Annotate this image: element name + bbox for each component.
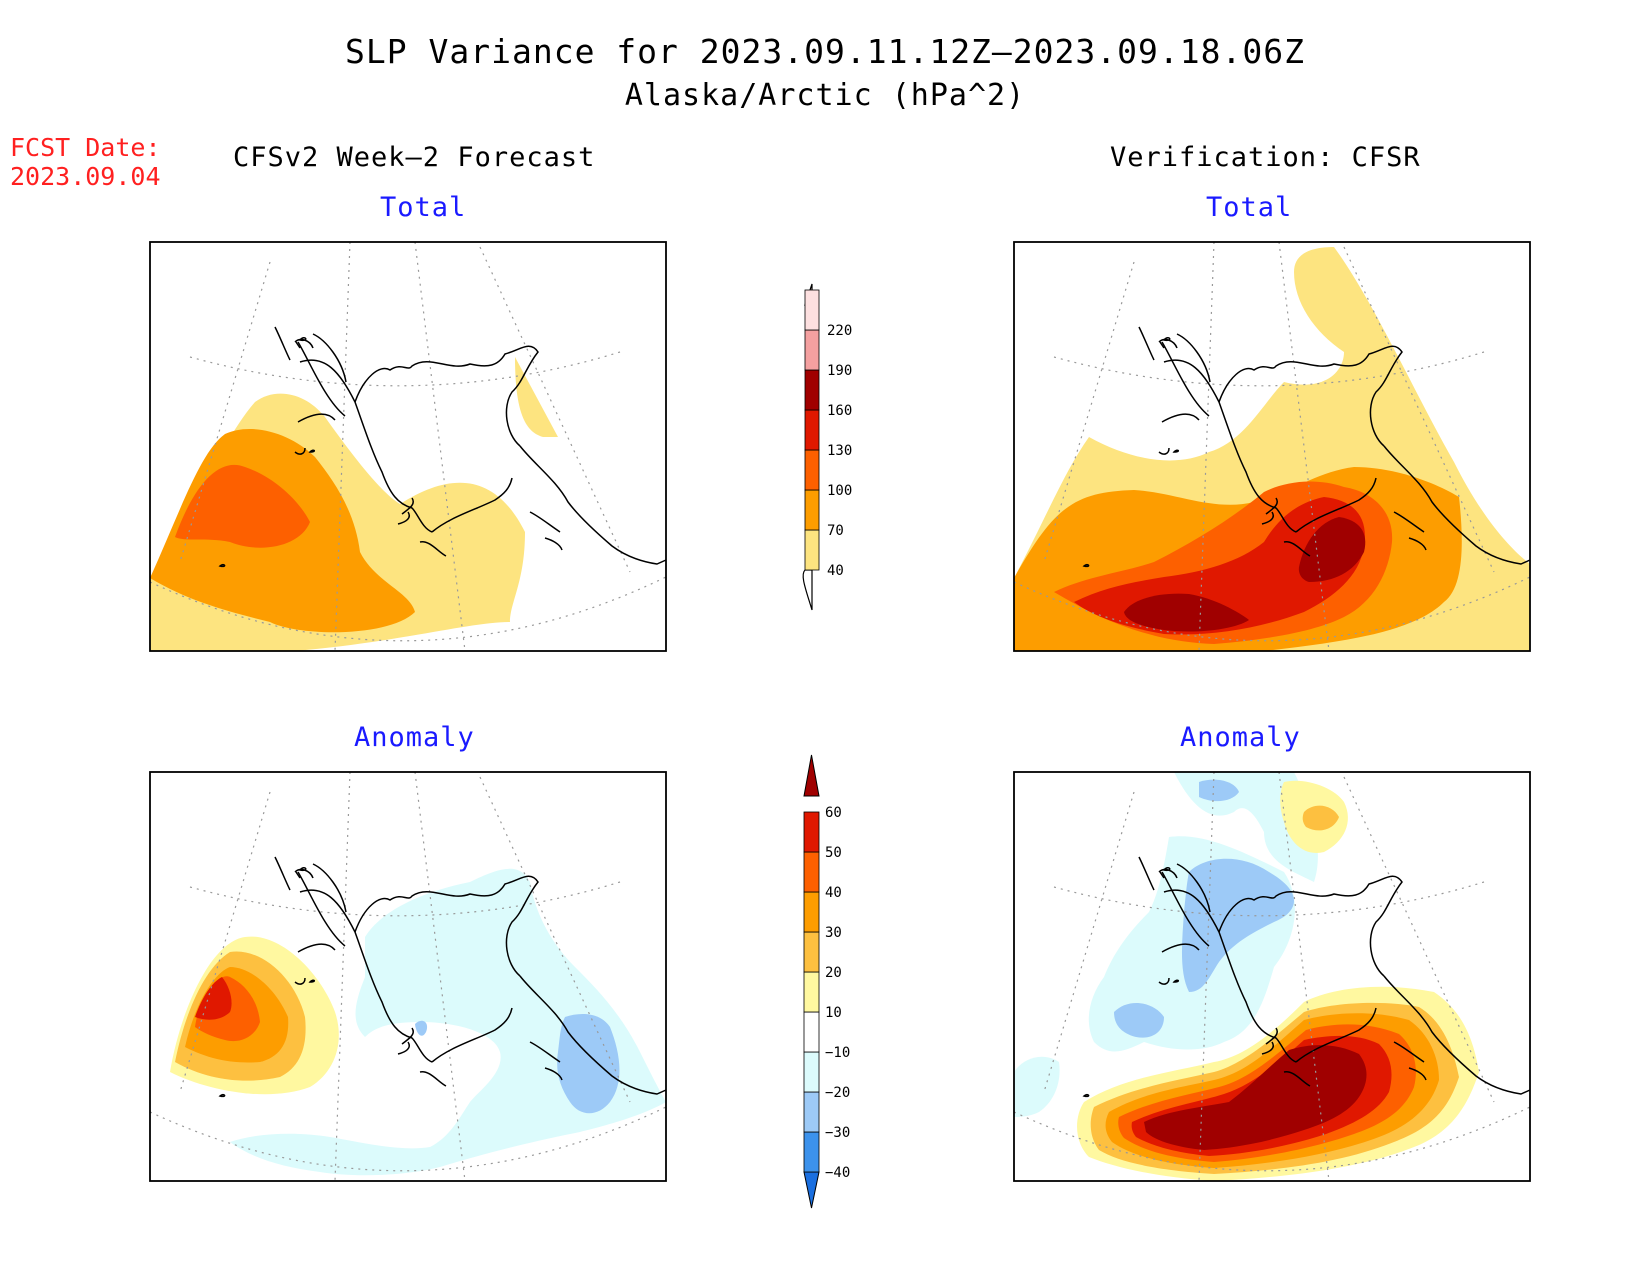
anomaly-colorbar-tick-label: −30	[825, 1125, 850, 1141]
total-colorbar-tick-label: 130	[827, 443, 852, 459]
chart-title: SLP Variance for 2023.09.11.12Z–2023.09.…	[345, 32, 1305, 71]
total-colorbar-tick-label: 220	[827, 323, 852, 339]
total-colorbar-swatch	[804, 329, 820, 371]
fcst-date-value: 2023.09.04	[10, 162, 161, 191]
anomaly-colorbar-swatch	[803, 811, 820, 853]
total-colorbar-swatch	[804, 449, 820, 491]
anomaly-colorbar-swatch	[803, 971, 820, 1013]
forecast-anomaly-map	[149, 771, 667, 1182]
anomaly-colorbar-tick-label: 50	[825, 845, 842, 861]
anomaly-colorbar-swatch	[803, 931, 820, 973]
forecast-column-title: CFSv2 Week–2 Forecast	[233, 142, 596, 173]
anomaly-colorbar-tick-label: 20	[825, 965, 842, 981]
anomaly-colorbar-swatch	[803, 851, 820, 893]
chart-subtitle: Alaska/Arctic (hPa^2)	[624, 78, 1026, 113]
total-colorbar-tick-label: 190	[827, 363, 852, 379]
total-colorbar-swatch	[804, 409, 820, 451]
anomaly-colorbar-tick-label: −10	[825, 1045, 850, 1061]
anomaly-colorbar-tick-label: 10	[825, 1005, 842, 1021]
anomaly-colorbar-swatch	[803, 1011, 820, 1053]
fcst-date-label: FCST Date:	[10, 133, 161, 162]
total-colorbar-tick-label: 100	[827, 483, 852, 499]
total-colorbar-tick-label: 40	[827, 563, 844, 579]
anomaly-colorbar-swatch	[803, 1051, 820, 1093]
total-colorbar: 40 70 100 130 160 190 220	[802, 283, 852, 611]
verification-total-map	[1013, 241, 1531, 652]
total-colorbar-tick-label: 70	[827, 523, 844, 539]
verification-total-panel-title: Total	[1206, 192, 1293, 223]
total-colorbar-swatch	[804, 489, 820, 531]
total-colorbar-swatch	[804, 529, 820, 571]
anomaly-colorbar-swatch	[803, 1091, 820, 1133]
total-colorbar-tick-label: 160	[827, 403, 852, 419]
forecast-anomaly-panel-title: Anomaly	[354, 722, 475, 753]
anomaly-colorbar-tick-label: 40	[825, 885, 842, 901]
anomaly-colorbar-swatch	[803, 1131, 820, 1173]
anomaly-colorbar: −40 −30 −20 −10 10 20 30 40 50 60	[803, 754, 850, 1209]
anomaly-colorbar-tick-label: −40	[825, 1165, 850, 1181]
total-colorbar-swatch	[804, 289, 820, 331]
verification-anomaly-panel-title: Anomaly	[1180, 722, 1301, 753]
total-colorbar-swatch	[804, 369, 820, 411]
anomaly-colorbar-swatch	[803, 891, 820, 933]
forecast-total-panel-title: Total	[380, 192, 467, 223]
verification-column-title: Verification: CFSR	[1110, 142, 1421, 173]
verification-anomaly-map	[1013, 771, 1531, 1182]
anomaly-colorbar-tick-label: 60	[825, 805, 842, 821]
anomaly-colorbar-tick-label: 30	[825, 925, 842, 941]
forecast-total-map	[149, 241, 667, 652]
anomaly-colorbar-tick-label: −20	[825, 1085, 850, 1101]
